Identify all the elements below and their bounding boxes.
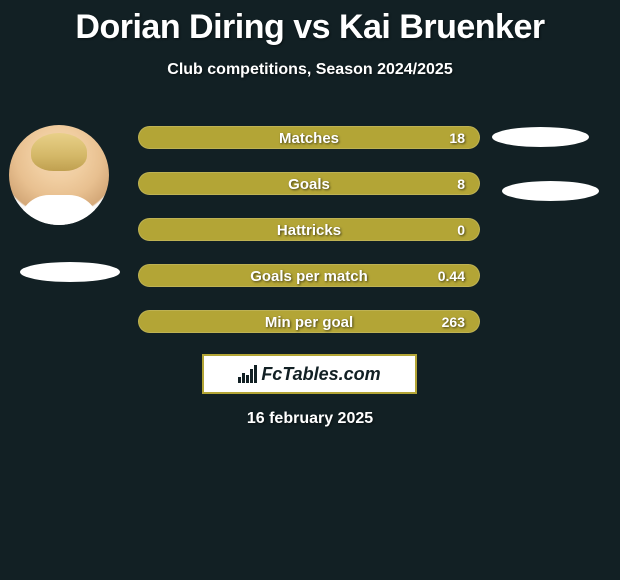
stat-label: Goals [139,173,479,196]
stat-value: 8 [457,173,465,196]
logo-text: FcTables.com [261,364,380,385]
stat-label: Goals per match [139,265,479,288]
stats-container: Matches 18 Goals 8 Hattricks 0 Goals per… [138,126,480,356]
decorative-ellipse [492,127,589,147]
season-subtitle: Club competitions, Season 2024/2025 [0,61,620,79]
stat-bar-matches: Matches 18 [138,126,480,149]
stat-value: 18 [449,127,465,150]
stat-label: Min per goal [139,311,479,334]
player-avatar [9,125,109,225]
stat-bar-hattricks: Hattricks 0 [138,218,480,241]
stat-value: 0 [457,219,465,242]
stat-value: 263 [442,311,465,334]
stat-bar-goals: Goals 8 [138,172,480,195]
comparison-date: 16 february 2025 [0,410,620,428]
stat-bar-min-per-goal: Min per goal 263 [138,310,480,333]
bar-chart-icon [238,365,257,383]
fctables-logo: FcTables.com [202,354,417,394]
comparison-title: Dorian Diring vs Kai Bruenker [0,0,620,47]
stat-value: 0.44 [438,265,465,288]
decorative-ellipse [502,181,599,201]
stat-label: Hattricks [139,219,479,242]
stat-bar-goals-per-match: Goals per match 0.44 [138,264,480,287]
decorative-ellipse [20,262,120,282]
stat-label: Matches [139,127,479,150]
